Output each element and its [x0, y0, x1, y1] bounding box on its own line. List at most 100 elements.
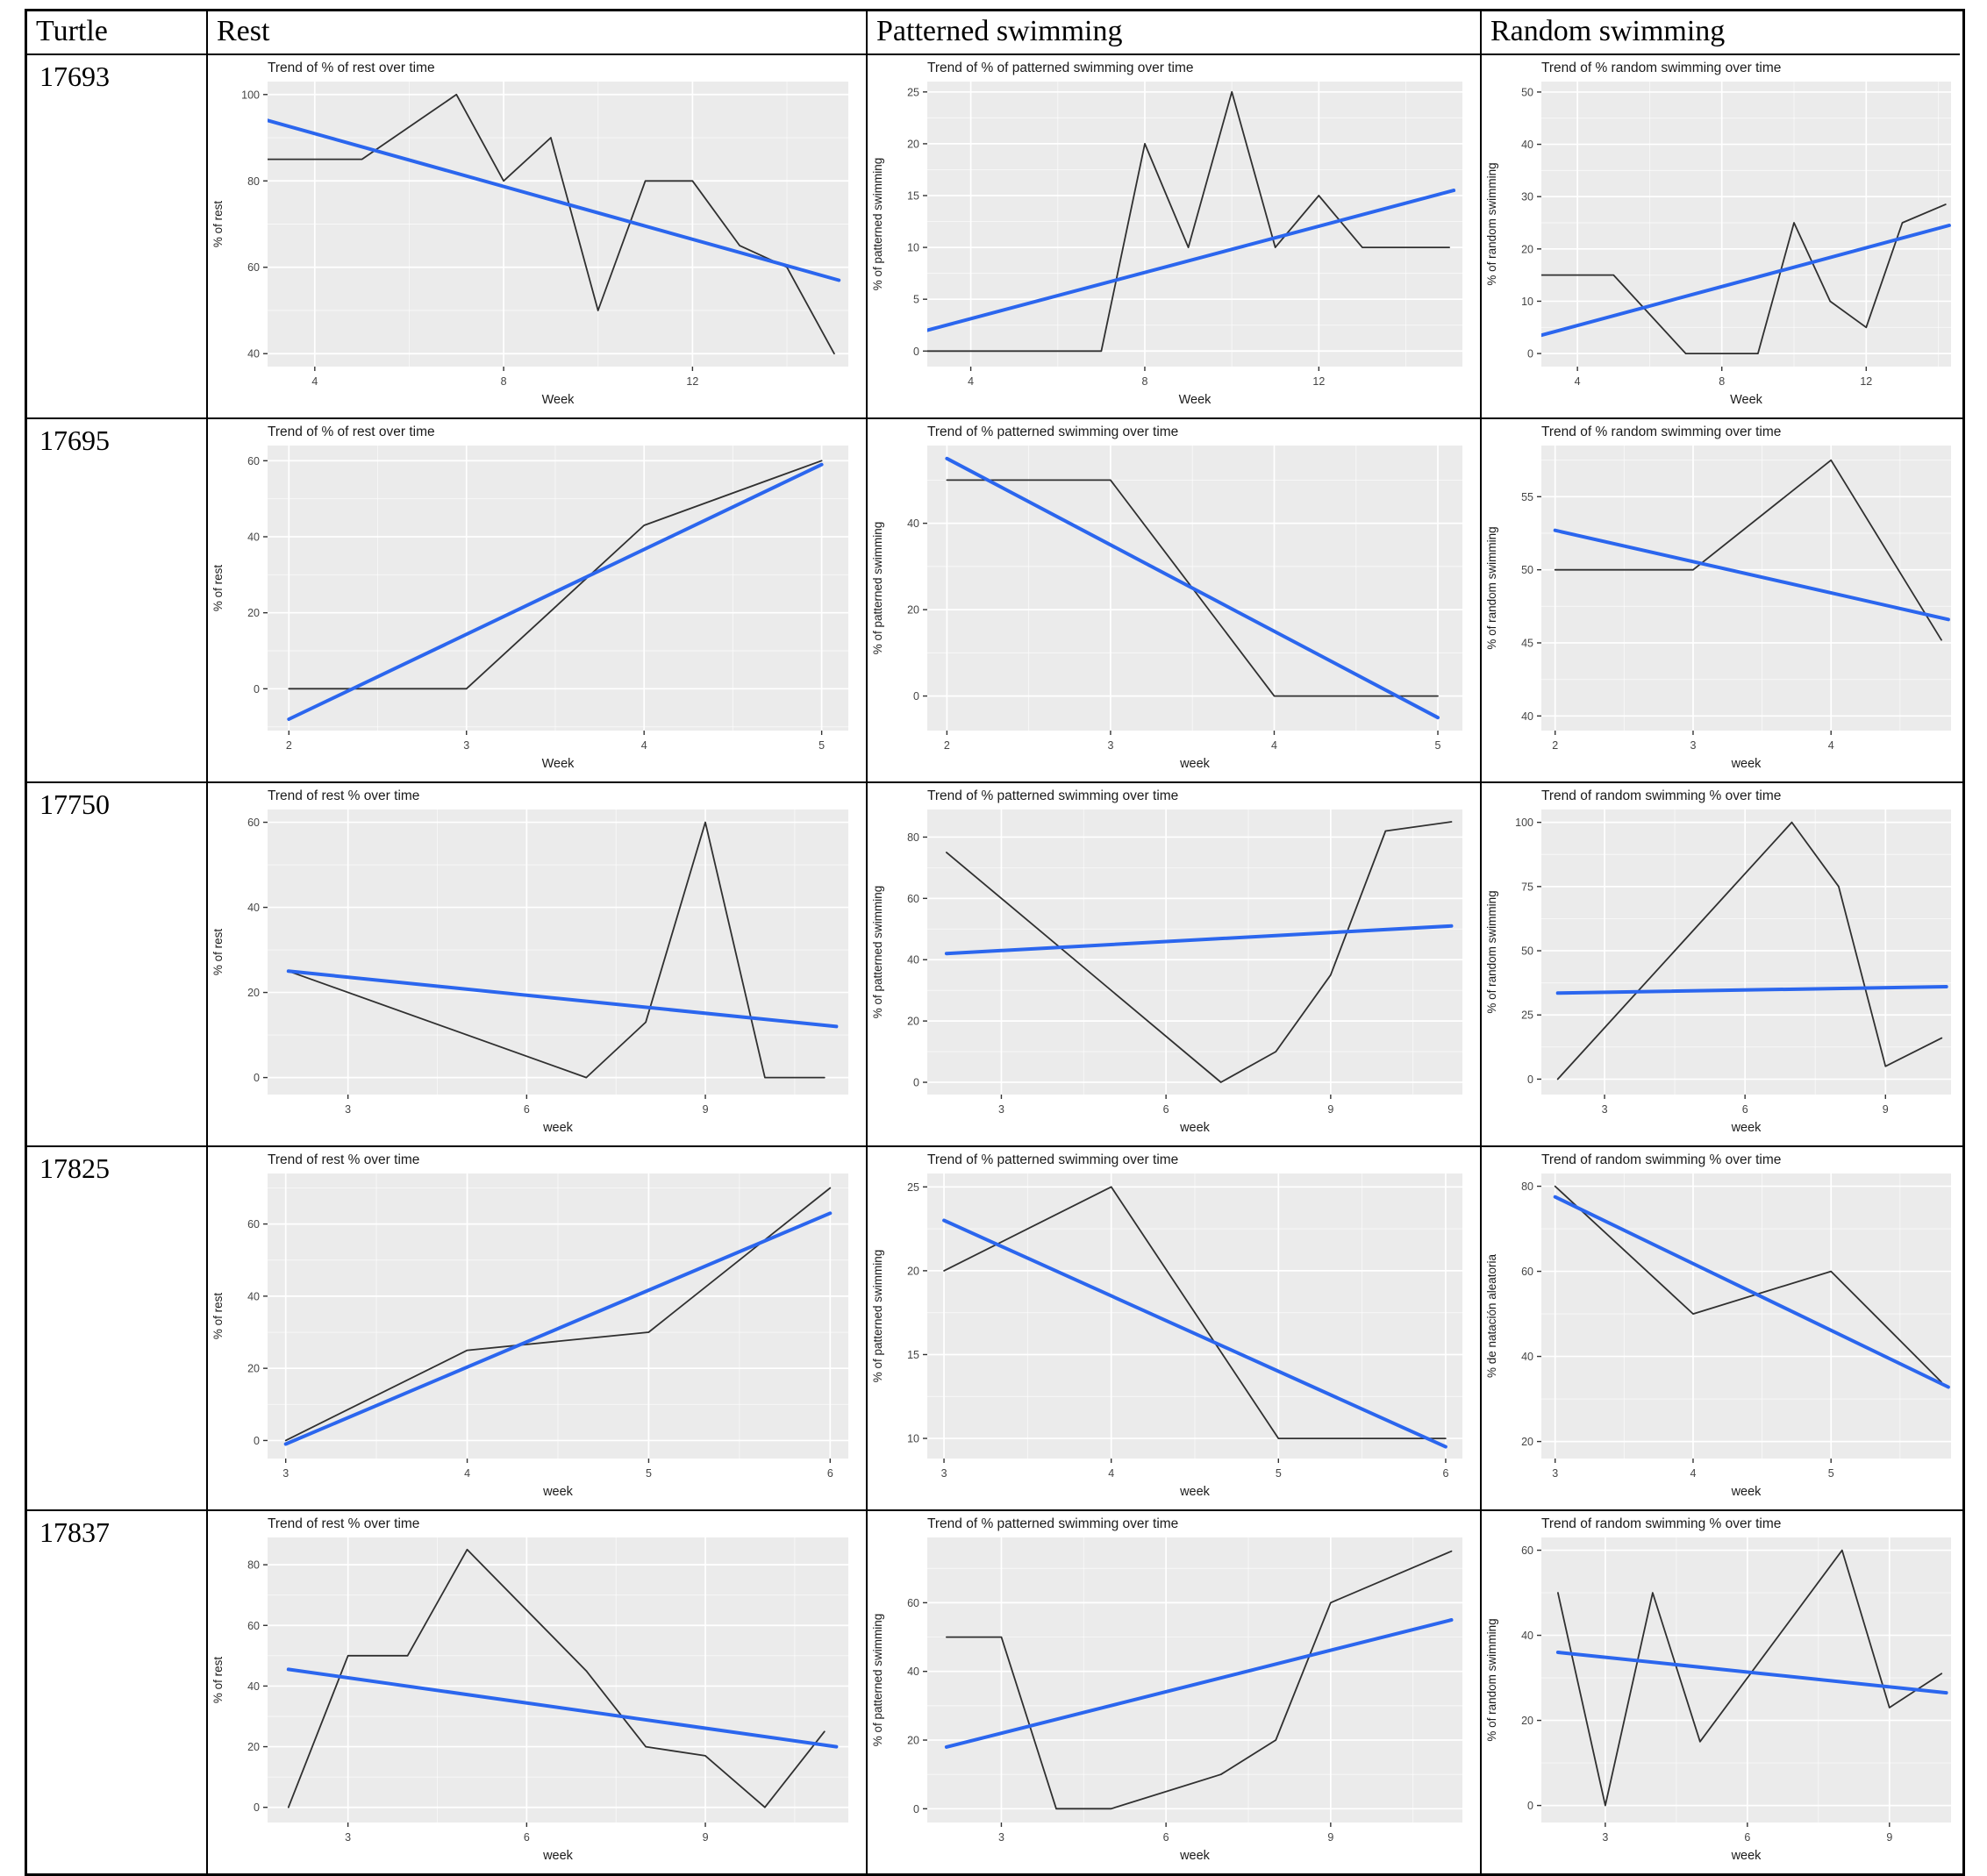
- data-line: [1556, 821, 1943, 1081]
- y-tick-label: 80: [907, 831, 919, 844]
- header-patterned-swimming: Patterned swimming: [868, 11, 1482, 55]
- header-turtle: Turtle: [27, 11, 208, 55]
- trend-line: [1553, 528, 1950, 622]
- y-tick-label: 0: [254, 683, 260, 695]
- chart-cell-patterned-swimming: 3 4 5 6 10 15 20 25 Trend of % patterned swimmin…: [868, 1147, 1482, 1509]
- x-tick-label: 4: [1690, 1467, 1696, 1480]
- y-tick-label: 20: [247, 1363, 260, 1375]
- chart-title: Trend of % random swimming over time: [1541, 61, 1781, 75]
- y-tick-label: 0: [913, 346, 919, 358]
- y-tick-label: 25: [907, 86, 919, 98]
- chart-title: Trend of % of rest over time: [268, 61, 435, 75]
- y-tick-label: 0: [913, 1803, 919, 1815]
- y-tick-label: 45: [1521, 638, 1533, 650]
- data-line: [287, 1548, 826, 1808]
- chart: 3 6 9 0 25 50 75 100 Trend of random swimming % …: [1485, 788, 1951, 1135]
- y-tick-label: 15: [907, 1349, 919, 1361]
- chart-title: Trend of random swimming % over time: [1541, 1516, 1781, 1531]
- x-tick-label: 3: [998, 1831, 1004, 1844]
- data-line: [1554, 459, 1942, 641]
- x-axis-label: week: [1731, 1849, 1762, 1863]
- x-axis-label: week: [1731, 757, 1762, 771]
- chart-title: Trend of rest % over time: [268, 1516, 419, 1531]
- x-tick-label: 8: [1141, 375, 1147, 388]
- y-tick-label: 10: [907, 242, 919, 254]
- chart: 2 3 4 5 0 20 40 60 Trend of % of rest over time W…: [211, 424, 848, 771]
- x-axis-label: week: [1179, 1849, 1211, 1863]
- y-tick-label: 50: [1521, 945, 1533, 958]
- y-tick-label: 40: [1521, 139, 1533, 151]
- trend-line: [1555, 985, 1948, 995]
- y-tick-label: 80: [1521, 1181, 1533, 1193]
- chart-cell-patterned-swimming: 3 6 9 0 20 40 60 Trend of % patterned swimming …: [868, 1511, 1482, 1873]
- y-axis-label: % of patterned swimming: [871, 1614, 884, 1747]
- y-tick-label: 20: [907, 1016, 919, 1028]
- y-axis-label: % of random swimming: [1485, 1618, 1498, 1741]
- y-tick-label: 0: [254, 1072, 260, 1084]
- x-axis-label: week: [542, 1485, 574, 1499]
- y-axis-label: % of rest: [211, 1293, 225, 1340]
- x-axis-label: Week: [542, 393, 575, 407]
- x-tick-label: 3: [1690, 739, 1696, 752]
- turtle-id-cell: 17837: [27, 1511, 208, 1873]
- x-tick-label: 4: [641, 739, 647, 752]
- x-tick-label: 9: [1886, 1831, 1892, 1844]
- chart-title: Trend of rest % over time: [268, 788, 419, 803]
- y-tick-label: 10: [1521, 296, 1533, 308]
- chart: 3 6 9 0 20 40 60 Trend of random swimming % ove…: [1485, 1516, 1951, 1863]
- x-tick-label: 5: [1435, 739, 1441, 752]
- y-tick-label: 40: [247, 348, 260, 360]
- chart: 3 6 9 0 20 40 60 80 Trend of % patterned swimmin…: [871, 788, 1462, 1135]
- data-line: [1557, 1549, 1943, 1807]
- y-tick-label: 40: [1521, 1351, 1533, 1363]
- y-tick-label: 0: [1527, 1074, 1533, 1086]
- turtle-id-cell: 17695: [27, 419, 208, 781]
- y-tick-label: 60: [247, 455, 260, 467]
- trend-line: [1553, 1195, 1950, 1389]
- chart-cell-rest: 2 3 4 5 0 20 40 60 Trend of % of rest over time W…: [208, 419, 868, 781]
- chart-title: Trend of random swimming % over time: [1541, 1152, 1781, 1167]
- x-tick-label: 9: [703, 1831, 709, 1844]
- x-tick-label: 3: [345, 1831, 351, 1844]
- y-tick-label: 15: [907, 190, 919, 203]
- chart: 4 8 12 0 10 20 30 40 50 Trend of % random swimmin…: [1485, 61, 1951, 407]
- x-tick-label: 3: [1107, 739, 1113, 752]
- y-tick-label: 0: [254, 1801, 260, 1814]
- y-tick-label: 60: [247, 817, 260, 829]
- plot-panel: [268, 810, 848, 1095]
- chart-title: Trend of % patterned swimming over time: [927, 1516, 1178, 1531]
- data-line: [943, 1186, 1447, 1440]
- y-axis-label: % de natación aleatoria: [1485, 1253, 1498, 1378]
- plot-panel: [1541, 446, 1951, 731]
- x-tick-label: 9: [1883, 1103, 1889, 1116]
- y-axis-label: % of patterned swimming: [871, 522, 884, 655]
- y-tick-label: 40: [247, 902, 260, 914]
- y-axis-label: % of patterned swimming: [871, 886, 884, 1019]
- x-tick-label: 8: [501, 375, 507, 388]
- x-axis-label: Week: [542, 757, 575, 771]
- y-tick-label: 40: [1521, 1630, 1533, 1642]
- x-tick-label: 3: [1602, 1831, 1608, 1844]
- x-tick-label: 4: [311, 375, 318, 388]
- y-tick-label: 80: [247, 1559, 260, 1572]
- x-axis-label: week: [1179, 1485, 1211, 1499]
- chart: 4 8 12 0 5 10 15 20 25 Trend of % of patterned sw…: [871, 61, 1462, 407]
- table-body: 17693 4 8 12 40 60 80 100 Trend of % of rest ove…: [27, 55, 1962, 1873]
- chart-cell-random-swimming: 3 6 9 0 25 50 75 100 Trend of random swimming % …: [1482, 783, 1960, 1145]
- chart-cell-random-swimming: 4 8 12 0 10 20 30 40 50 Trend of % random swimmin…: [1482, 55, 1960, 417]
- trend-line: [1555, 1651, 1948, 1695]
- chart: 3 6 9 0 20 40 60 80 Trend of rest % over time wee…: [211, 1516, 848, 1863]
- x-tick-label: 5: [1276, 1467, 1282, 1480]
- y-tick-label: 60: [1521, 1266, 1533, 1278]
- y-tick-label: 60: [247, 1620, 260, 1632]
- y-tick-label: 0: [1527, 348, 1533, 360]
- chart: 2 3 4 5 0 20 40 Trend of % patterned swimming o…: [871, 424, 1462, 771]
- plot-panel: [1541, 810, 1951, 1095]
- x-tick-label: 6: [524, 1831, 530, 1844]
- y-tick-label: 40: [907, 1666, 919, 1678]
- y-tick-label: 20: [907, 1735, 919, 1747]
- y-tick-label: 30: [1521, 191, 1533, 203]
- x-axis-label: week: [1179, 1121, 1211, 1135]
- chart-cell-random-swimming: 2 3 4 40 45 50 55 Trend of % random swimming ov…: [1482, 419, 1960, 781]
